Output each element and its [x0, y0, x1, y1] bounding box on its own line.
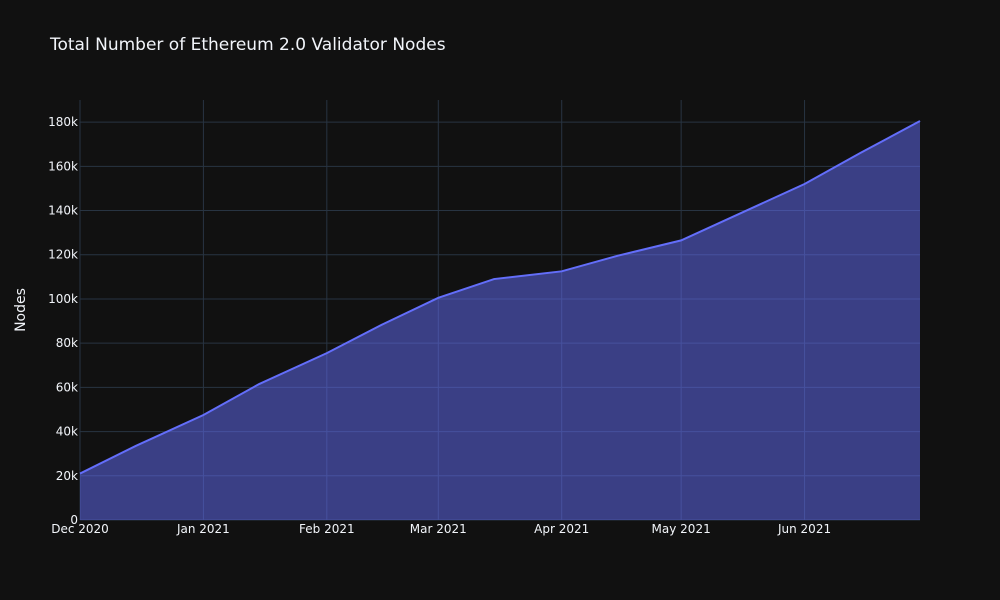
series-area	[80, 121, 920, 520]
y-tick-label: 20k	[56, 469, 78, 483]
y-tick-label: 60k	[56, 380, 78, 394]
x-tick-label: May 2021	[652, 522, 711, 536]
x-tick-label: Dec 2020	[51, 522, 109, 536]
y-tick-label: 160k	[48, 159, 78, 173]
y-tick-label: 100k	[48, 292, 78, 306]
y-tick-label: 0	[70, 513, 78, 527]
y-axis-title: Nodes	[13, 288, 29, 332]
series-line	[79, 120, 921, 475]
x-tick-label: Mar 2021	[410, 522, 467, 536]
x-tick-label: Apr 2021	[534, 522, 589, 536]
y-tick-label: 140k	[48, 204, 78, 218]
y-tick-label: 40k	[56, 425, 78, 439]
x-tick-label: Jun 2021	[777, 522, 831, 536]
x-tick-label: Feb 2021	[299, 522, 355, 536]
x-tick-label: Jan 2021	[176, 522, 230, 536]
y-tick-label: 120k	[48, 248, 78, 262]
series-layer	[79, 120, 921, 520]
chart-title: Total Number of Ethereum 2.0 Validator N…	[49, 35, 446, 55]
y-tick-label: 180k	[48, 115, 78, 129]
y-tick-label: 80k	[56, 336, 78, 350]
x-axis-ticks: Dec 2020 Jan 2021 Feb 2021 Mar 2021 Apr 2021…	[51, 522, 831, 536]
y-axis-ticks: 0 20k 40k 60k 80k 100k 120k 140k 160k 180k	[48, 115, 78, 527]
